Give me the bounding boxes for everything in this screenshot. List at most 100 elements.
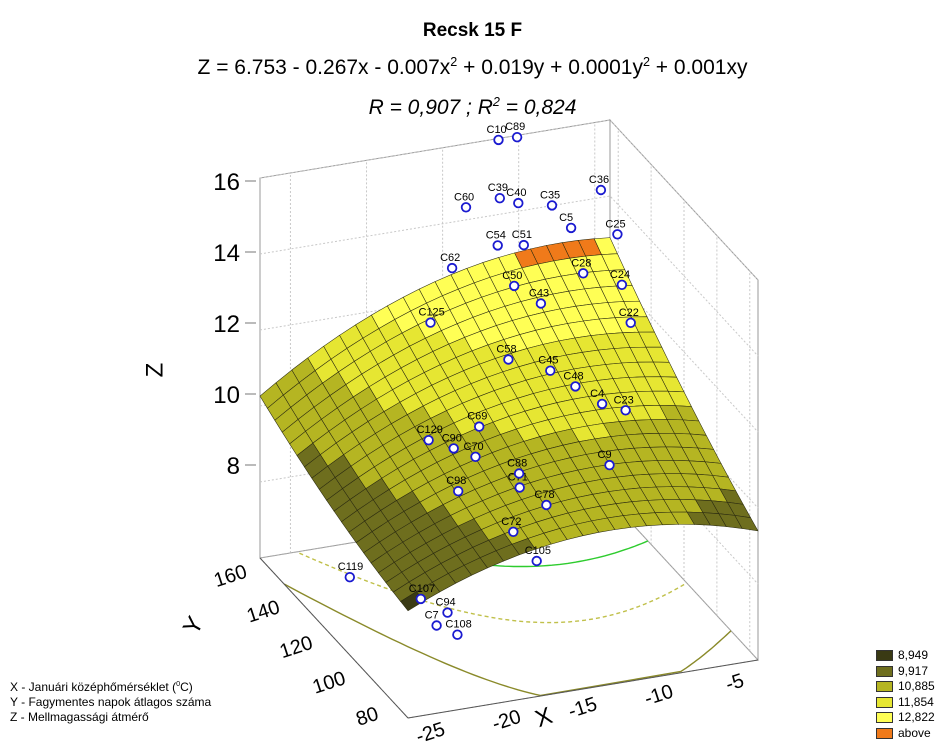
z-tick-label: 16 bbox=[213, 169, 240, 196]
data-point bbox=[446, 262, 458, 274]
data-point-label: C98 bbox=[446, 475, 466, 487]
equation-suffix: + 0.001xy bbox=[649, 56, 748, 79]
data-point-label: C24 bbox=[610, 269, 630, 281]
data-point bbox=[494, 192, 506, 204]
data-point-label: C119 bbox=[338, 561, 363, 573]
data-point bbox=[344, 572, 356, 583]
data-point bbox=[415, 593, 427, 605]
data-point-label: C51 bbox=[512, 229, 532, 241]
x-tick-label: -20 bbox=[490, 706, 524, 736]
z-gridline bbox=[259, 195, 759, 357]
equation-prefix: Z = 6.753 - 0.267x - 0.007x bbox=[197, 56, 451, 79]
legend-label: 10,885 bbox=[898, 679, 935, 694]
legend-swatch bbox=[876, 727, 893, 739]
data-point bbox=[453, 486, 464, 497]
x-tick-label: -10 bbox=[642, 680, 676, 710]
data-point-label: C5 bbox=[559, 212, 573, 224]
data-point-label: C70 bbox=[464, 441, 484, 453]
data-point-label: C10 bbox=[487, 124, 507, 136]
y-tick-label: 140 bbox=[244, 596, 283, 627]
legend-swatch bbox=[876, 650, 893, 662]
data-point-label: C125 bbox=[419, 307, 445, 319]
data-point bbox=[503, 354, 514, 365]
stats-r2-val: = 0,824 bbox=[499, 96, 577, 119]
data-point bbox=[448, 443, 459, 454]
data-point-label: C40 bbox=[506, 187, 526, 199]
data-point-label: C43 bbox=[529, 288, 549, 300]
z-gridline bbox=[259, 423, 759, 585]
data-point bbox=[545, 365, 556, 376]
legend-label: 12,822 bbox=[898, 710, 935, 725]
data-point-label: C25 bbox=[605, 218, 625, 230]
chart-equation: Z = 6.753 - 0.267x - 0.007x2 + 0.019y + … bbox=[0, 56, 945, 80]
y-axis-line bbox=[259, 557, 409, 719]
data-point-label: C36 bbox=[589, 174, 609, 186]
stats-r: R = 0,907 ; R bbox=[368, 96, 493, 119]
data-point bbox=[508, 526, 519, 538]
y-tick-label: 100 bbox=[310, 667, 349, 698]
data-point bbox=[509, 280, 520, 292]
z-tick-label: 12 bbox=[213, 311, 240, 338]
stats-r2-exp: 2 bbox=[492, 95, 500, 109]
legend-swatch bbox=[876, 696, 893, 708]
data-point bbox=[531, 555, 542, 567]
data-point-label: C7 bbox=[425, 610, 439, 622]
legend-label: 11,854 bbox=[898, 694, 934, 709]
data-point-label: C72 bbox=[501, 516, 521, 528]
data-point bbox=[442, 607, 453, 618]
note-x-sup: 0 bbox=[176, 679, 181, 688]
data-point bbox=[612, 229, 623, 240]
note-y: Y - Fagymentes napok átlagos száma bbox=[10, 695, 212, 709]
legend: 8,949 9,917 10,885 11,854 12,822 above bbox=[876, 648, 935, 741]
data-point-label: C58 bbox=[496, 344, 516, 356]
data-point bbox=[460, 202, 472, 213]
legend-item: 8,949 bbox=[876, 648, 935, 664]
note-x-unit: C) bbox=[180, 680, 193, 694]
legend-item: 12,822 bbox=[876, 710, 935, 726]
data-point-label: C54 bbox=[486, 229, 506, 241]
data-point bbox=[513, 468, 525, 479]
data-point-label: C39 bbox=[488, 182, 508, 194]
z-tick-label: 10 bbox=[213, 382, 240, 409]
z-ticks: 8 10 12 14 16 bbox=[213, 169, 256, 480]
chart-stats: R = 0,907 ; R2 = 0,824 bbox=[0, 96, 945, 120]
data-point bbox=[625, 317, 636, 329]
legend-swatch bbox=[876, 665, 893, 677]
x-tick-label: -15 bbox=[566, 693, 600, 723]
data-point bbox=[565, 222, 577, 234]
data-point-label: C69 bbox=[467, 411, 487, 423]
data-point bbox=[570, 381, 581, 392]
data-point-label: C105 bbox=[525, 545, 551, 557]
equation-exp2: 2 bbox=[642, 55, 650, 69]
data-point bbox=[423, 435, 434, 446]
data-point-label: C107 bbox=[409, 583, 435, 595]
data-point bbox=[546, 200, 558, 211]
data-point-label: C90 bbox=[442, 432, 462, 444]
legend-label: above bbox=[898, 725, 931, 740]
legend-item: 10,885 bbox=[876, 679, 935, 695]
contour-line bbox=[299, 552, 688, 624]
chart-title: Recsk 15 F bbox=[422, 20, 523, 41]
y-tick-label: 160 bbox=[211, 561, 250, 592]
data-point bbox=[452, 629, 463, 640]
data-point bbox=[425, 317, 436, 328]
axes bbox=[259, 557, 759, 719]
data-point-label: C35 bbox=[540, 189, 560, 201]
data-point bbox=[578, 268, 589, 279]
data-point bbox=[431, 620, 442, 631]
data-point bbox=[474, 421, 485, 432]
data-point-label: C9 bbox=[598, 449, 612, 461]
data-point bbox=[595, 184, 607, 196]
data-point bbox=[492, 240, 503, 251]
y-tick-label: 120 bbox=[277, 632, 316, 663]
data-point-label: C108 bbox=[445, 619, 471, 631]
data-point-label: C94 bbox=[436, 597, 456, 609]
data-point-label: C60 bbox=[454, 191, 474, 203]
y-tick-label: 80 bbox=[353, 703, 381, 731]
legend-label: 8,949 bbox=[898, 648, 929, 663]
data-point-label: C45 bbox=[538, 355, 558, 367]
data-point-label: C88 bbox=[507, 458, 527, 470]
x-axis-line bbox=[407, 659, 759, 719]
